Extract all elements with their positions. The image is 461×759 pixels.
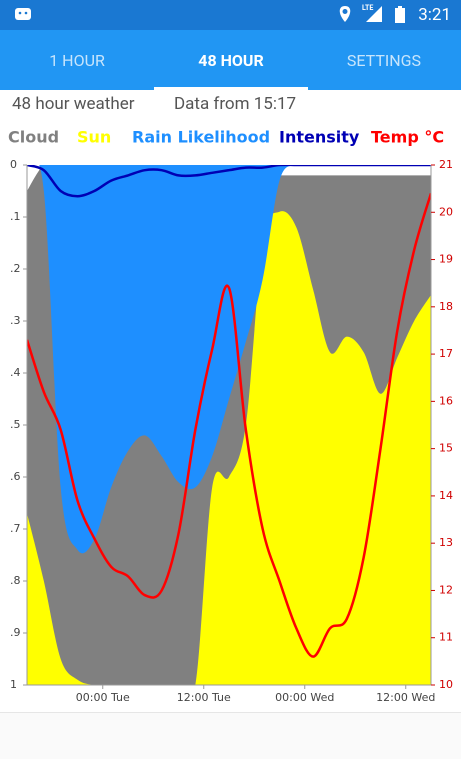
tab-bar: 1 HOUR 48 HOUR SETTINGS — [0, 30, 461, 90]
y-tick-label: .2 — [10, 262, 21, 275]
clock: 3:21 — [418, 5, 451, 25]
y-tick-label: .4 — [10, 366, 21, 379]
tab[interactable]: 1 HOUR — [49, 51, 105, 70]
y2-tick-label: 13 — [439, 536, 453, 549]
legend-entry: Intensity — [279, 128, 360, 147]
y2-tick-label: 11 — [439, 631, 453, 644]
y-tick-label: .3 — [10, 314, 21, 327]
y-tick-label: .5 — [10, 418, 21, 431]
legend-entry: Rain Likelihood — [132, 128, 270, 147]
y2-tick-label: 15 — [439, 442, 453, 455]
y2-tick-label: 21 — [439, 158, 453, 171]
tab-active[interactable]: 48 HOUR — [154, 30, 308, 90]
area — [27, 211, 431, 685]
y-tick-label: .7 — [10, 522, 21, 535]
x-tick-label: 12:00 Wed — [376, 691, 435, 704]
y2-tick-label: 14 — [439, 489, 453, 502]
y-tick-label: 0 — [10, 158, 17, 171]
y2-tick-label: 18 — [439, 300, 453, 313]
y2-tick-label: 17 — [439, 347, 453, 360]
line — [27, 165, 431, 198]
chart: Cloud Sun Rain Likelihood Intensity Temp °C 0… — [8, 128, 453, 705]
line — [27, 193, 431, 658]
y-tick-label: .9 — [10, 626, 21, 639]
signal-icon — [366, 6, 382, 22]
legend-entry: Cloud — [8, 128, 59, 147]
y2-tick-label: 16 — [439, 394, 453, 407]
info-updated: Data from 15:17 — [174, 94, 297, 114]
info-row: 48 hour weather Data from 15:17 — [0, 90, 461, 118]
y2-tick-label: 12 — [439, 583, 453, 596]
x-tick-label: 00:00 Wed — [275, 691, 334, 704]
chart-panel: Cloud Sun Rain Likelihood Intensity Temp °C 0… — [0, 118, 461, 712]
bottom-bar — [0, 712, 461, 759]
app-icon — [15, 8, 31, 20]
status-icons — [15, 6, 405, 23]
y-tick-label: .1 — [10, 210, 21, 223]
battery-icon — [395, 8, 405, 23]
y2-tick-label: 20 — [439, 205, 453, 218]
info-title: 48 hour weather — [12, 94, 135, 114]
area — [27, 165, 431, 554]
y2-tick-label: 10 — [439, 678, 453, 691]
y-tick-label: 1 — [10, 678, 17, 691]
legend-entry: Temp °C — [371, 128, 444, 147]
tab[interactable]: SETTINGS — [346, 51, 422, 70]
y-tick-label: .8 — [10, 574, 21, 587]
x-tick-label: 00:00 Tue — [76, 691, 130, 704]
x-tick-label: 12:00 Tue — [177, 691, 231, 704]
y2-tick-label: 19 — [439, 253, 453, 266]
y-tick-label: .6 — [10, 470, 21, 483]
network-type: LTE — [362, 4, 374, 12]
legend-entry: Sun — [77, 128, 111, 147]
status-bar: LTE 3:21 — [0, 0, 461, 30]
